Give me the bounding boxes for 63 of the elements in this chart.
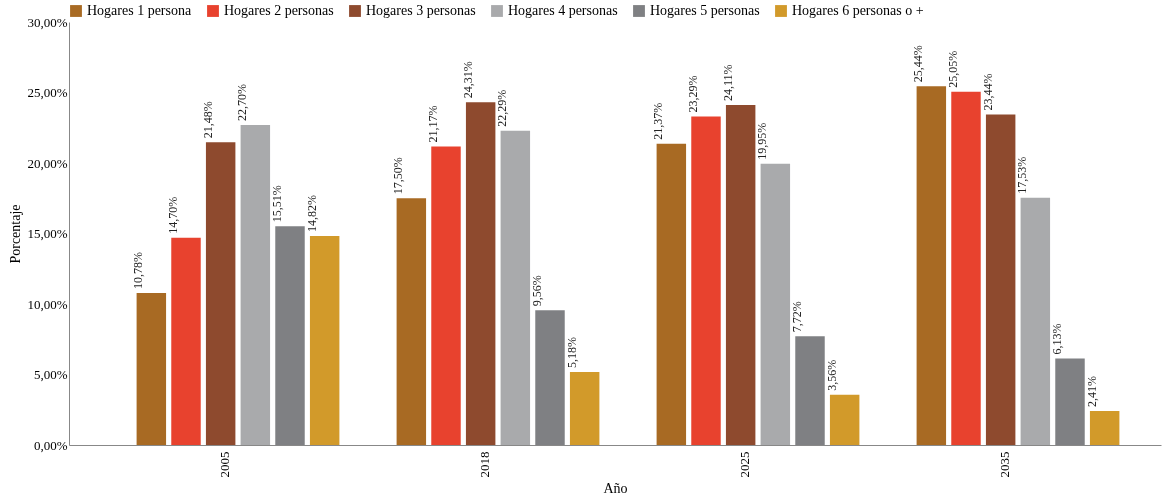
data-label: 21,48% xyxy=(200,101,215,139)
data-label: 10,78% xyxy=(131,252,146,289)
y-tick-label: 5,00% xyxy=(33,367,68,382)
data-label: 22,29% xyxy=(495,89,510,127)
data-label: 24,31% xyxy=(460,61,475,99)
x-tick-label: 2025 xyxy=(737,451,752,478)
x-tick-label: 2018 xyxy=(477,451,492,478)
legend-label: Hogares 5 personas xyxy=(650,3,760,18)
x-axis-title: Año xyxy=(603,480,628,496)
y-tick-label: 10,00% xyxy=(27,296,68,312)
bar xyxy=(136,293,167,445)
data-label: 3,56% xyxy=(824,359,839,391)
data-label: 22,70% xyxy=(235,83,250,121)
data-label: 2,41% xyxy=(1084,376,1099,408)
y-tick-label: 15,00% xyxy=(27,226,68,241)
y-tick-label: 30,00% xyxy=(27,14,68,30)
data-label: 21,17% xyxy=(426,105,440,143)
bar xyxy=(240,124,271,445)
legend-label: Hogares 3 personas xyxy=(366,3,476,18)
data-label: 15,51% xyxy=(270,185,284,223)
bar xyxy=(1089,411,1120,445)
data-label: 17,53% xyxy=(1015,156,1030,194)
bar xyxy=(396,198,427,445)
data-label: 5,18% xyxy=(564,336,579,368)
data-label: 7,72% xyxy=(790,301,804,333)
y-axis-title: Porcentaje xyxy=(8,204,24,264)
data-label: 23,44% xyxy=(980,73,995,111)
bar xyxy=(431,146,461,445)
data-label: 21,37% xyxy=(651,102,666,140)
y-tick-label: 0,00% xyxy=(33,437,68,453)
data-label: 14,70% xyxy=(166,196,180,234)
bar xyxy=(465,102,496,445)
data-label: 24,11% xyxy=(720,64,735,102)
data-label: 17,50% xyxy=(391,157,406,195)
legend-label: Hogares 2 personas xyxy=(224,3,334,18)
bar xyxy=(691,116,721,445)
bar xyxy=(829,394,860,445)
bar xyxy=(725,105,756,445)
y-tick-label: 20,00% xyxy=(27,155,68,171)
bar xyxy=(1020,197,1051,445)
data-label: 9,56% xyxy=(530,275,544,307)
bar xyxy=(951,91,981,445)
y-tick-label: 25,00% xyxy=(27,85,68,100)
bar xyxy=(569,371,600,445)
data-label: 25,44% xyxy=(911,45,926,83)
legend-label: Hogares 6 personas o + xyxy=(792,3,924,18)
legend-label: Hogares 1 persona xyxy=(87,3,192,18)
bar xyxy=(656,143,687,445)
bar xyxy=(985,114,1016,445)
data-label: 6,13% xyxy=(1050,323,1064,355)
data-label: 19,95% xyxy=(755,122,770,160)
bar xyxy=(500,130,531,445)
bar xyxy=(916,86,947,445)
bar xyxy=(309,236,340,445)
data-label: 25,05% xyxy=(946,50,960,88)
data-label: 14,82% xyxy=(304,195,319,233)
data-label: 23,29% xyxy=(686,75,700,113)
legend-label: Hogares 4 personas xyxy=(508,3,618,18)
bar xyxy=(205,142,236,445)
x-tick-label: 2035 xyxy=(997,451,1012,478)
bar xyxy=(760,163,791,445)
x-tick-label: 2005 xyxy=(217,451,232,478)
bar xyxy=(171,237,201,445)
